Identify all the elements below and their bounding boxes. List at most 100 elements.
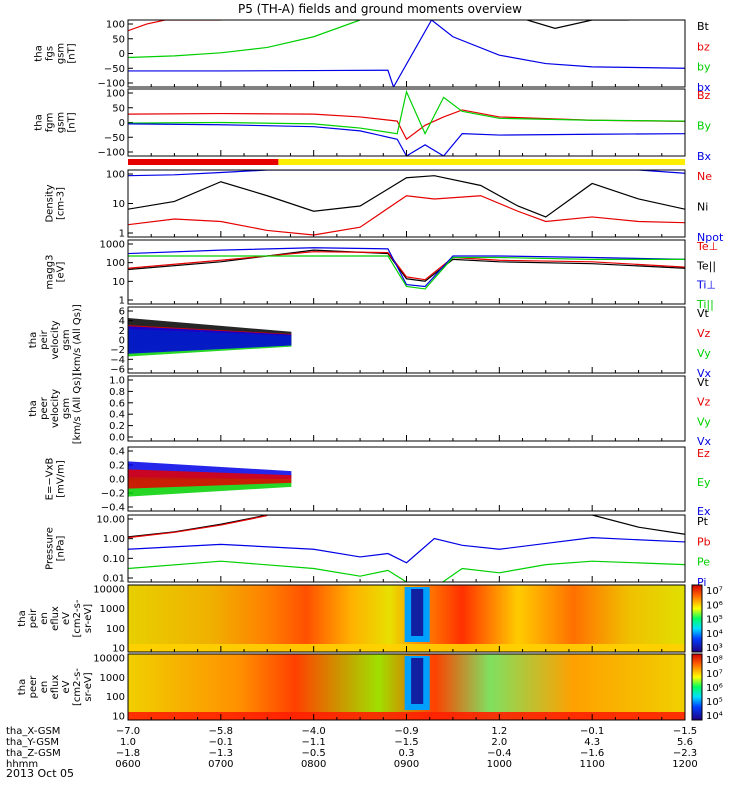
series-Ti||	[128, 255, 685, 290]
legend-Te⊥: Te⊥	[696, 240, 718, 253]
ylabel-line: [nT]	[67, 43, 78, 63]
legend-Pi: Pi	[697, 576, 706, 589]
xaxis-row-label: tha_Y-GSM	[6, 737, 59, 748]
ytick-label: 10000	[93, 654, 125, 665]
ytick-label: 0	[119, 336, 125, 347]
ytick-label: 50	[112, 103, 125, 114]
xaxis-value: −4.0	[302, 726, 326, 737]
ytick-label: 0.01	[103, 574, 125, 585]
xaxis-row-label: hhmm	[6, 759, 38, 770]
colorbar-label: 10³	[706, 643, 723, 654]
ylabel-line: en	[39, 612, 50, 625]
panel-pressure: Pressure[nPa] 10.00 1.00 0.10 0.01 Pt Pb Pe Pi	[45, 514, 711, 589]
ytick-label: 100	[106, 170, 125, 181]
legend-Bx: Bx	[697, 150, 712, 163]
xaxis-value: 0.3	[399, 748, 415, 759]
series-bz	[128, 20, 221, 32]
panel-peir-spectrogram: thapeirenefluxeV[cm2-s-sr-eV] 10000 1000 10…	[17, 584, 723, 655]
panel-peer-velocity: thapeervelocitygsm[km/s (All Qs)] 1.00.80…	[28, 373, 712, 448]
legend-Vx: Vx	[697, 435, 712, 448]
ytick-label: 1000	[100, 240, 125, 251]
legend-by: by	[697, 61, 711, 74]
legend-bx: bx	[697, 81, 711, 94]
ytick-label: 4	[119, 316, 125, 327]
series-Ez	[128, 469, 292, 489]
ylabel-line: tha	[17, 610, 28, 626]
xaxis-row-label: tha_Z-GSM	[6, 748, 61, 759]
ylabel-line: eV	[61, 680, 72, 693]
xaxis-value: 1.2	[491, 726, 507, 737]
ytick-label: 0.4	[109, 447, 125, 458]
ylabel-line: [nPa]	[56, 535, 67, 561]
xaxis-value: 4.3	[584, 737, 600, 748]
colorbar-label: 10⁶	[706, 600, 723, 611]
colorbar-label: 10⁷	[706, 586, 723, 597]
panel-ylabel: thapeervelocitygsm[km/s (All Qs)]	[28, 373, 83, 445]
panel-frame	[127, 239, 686, 305]
legend-Ex: Ex	[697, 505, 711, 518]
ytick-label: 0.2	[109, 461, 125, 472]
panel-ylabel: thafgsgsm[nT]	[34, 43, 78, 64]
ytick-label: −6	[110, 365, 125, 376]
colorbar-label: 10⁷	[706, 669, 723, 680]
panels-group: thafgsgsm[nT]100500−50−100Btbzbybxthafgm…	[17, 19, 724, 723]
legend-Vz: Vz	[697, 396, 711, 409]
series-Bz	[128, 109, 685, 141]
panel-ylabel: Density[cm-3]	[45, 184, 67, 222]
date-label: 2013 Oct 05	[6, 767, 74, 780]
series-Bt	[527, 20, 630, 29]
x-axis-table: tha_X-GSM −7.0 −5.8 −4.0 −0.9 1.2 −0.1 −1.5 tha_…	[6, 726, 698, 770]
ytick-label: 1000	[100, 604, 125, 615]
legend-Ez: Ez	[697, 447, 710, 460]
ylabel-line: [km/s (All Qs)]	[72, 304, 83, 376]
series-By	[128, 89, 685, 136]
ytick-label: 0.10	[103, 554, 125, 565]
ytick-label: −0.2	[101, 489, 125, 500]
ytick-label: 10	[112, 644, 125, 655]
ylabel-line: [cm2-s-	[72, 668, 83, 706]
ytick-label: 0	[119, 49, 125, 60]
ylabel-line: peer	[39, 396, 50, 420]
ytick-label: 50	[112, 34, 125, 45]
xaxis-value: 5.6	[677, 737, 693, 748]
xaxis-value: −0.5	[302, 748, 326, 759]
xaxis-value: −7.0	[116, 726, 140, 737]
series-Ti⊥	[128, 247, 685, 288]
xaxis-value: −1.5	[673, 726, 697, 737]
legend-Vt: Vt	[697, 376, 710, 389]
panel-temperature: magg3[eV] 1000 100 10 1 Te⊥ Te|| Ti⊥ Ti||	[45, 239, 718, 311]
ylabel-line: E=−VxB	[45, 458, 56, 501]
legend-Pe: Pe	[697, 556, 710, 569]
xaxis-value: −1.6	[580, 748, 604, 759]
ytick-label: 100	[106, 20, 125, 31]
ylabel-line: fgm	[45, 113, 56, 133]
xaxis-value: 1000	[487, 759, 512, 770]
ytick-label: 0.2	[109, 421, 125, 432]
xaxis-value: −2.3	[673, 748, 697, 759]
colorbar-label: 10⁴	[706, 629, 723, 640]
ytick-label: 100	[106, 624, 125, 635]
legend-Vy: Vy	[697, 347, 711, 360]
series-bx	[128, 20, 685, 87]
xaxis-value: −1.5	[394, 737, 418, 748]
colorbar-label: 10⁴	[706, 711, 723, 722]
ylabel-line: gsm	[56, 112, 67, 133]
series-by	[128, 20, 361, 59]
colorbar	[691, 584, 703, 653]
colorbar-label: 10⁶	[706, 683, 723, 694]
ytick-label: 10000	[93, 585, 125, 596]
ytick-label: 100	[106, 258, 125, 269]
ylabel-line: sr-eV]	[83, 604, 94, 633]
ytick-label: 0.0	[109, 475, 125, 486]
ylabel-line: [cm-3]	[56, 187, 67, 220]
legend-Ey: Ey	[697, 476, 711, 489]
series-Vx	[128, 326, 292, 354]
ylabel-line: Pressure	[45, 527, 56, 570]
ytick-label: 6	[119, 307, 125, 318]
ylabel-line: peer	[28, 675, 39, 699]
legend-Vt: Vt	[697, 307, 710, 320]
panel-efield: E=−VxB[mV/m] 0.4 0.2 0.0 −0.2 −0.4 Ez Ey Ex	[45, 446, 711, 518]
panel-peer-spectrogram: thapeerenefluxeV[cm2-s-sr-eV] 10000 1000 10…	[17, 653, 723, 723]
panel-frame	[127, 514, 686, 583]
